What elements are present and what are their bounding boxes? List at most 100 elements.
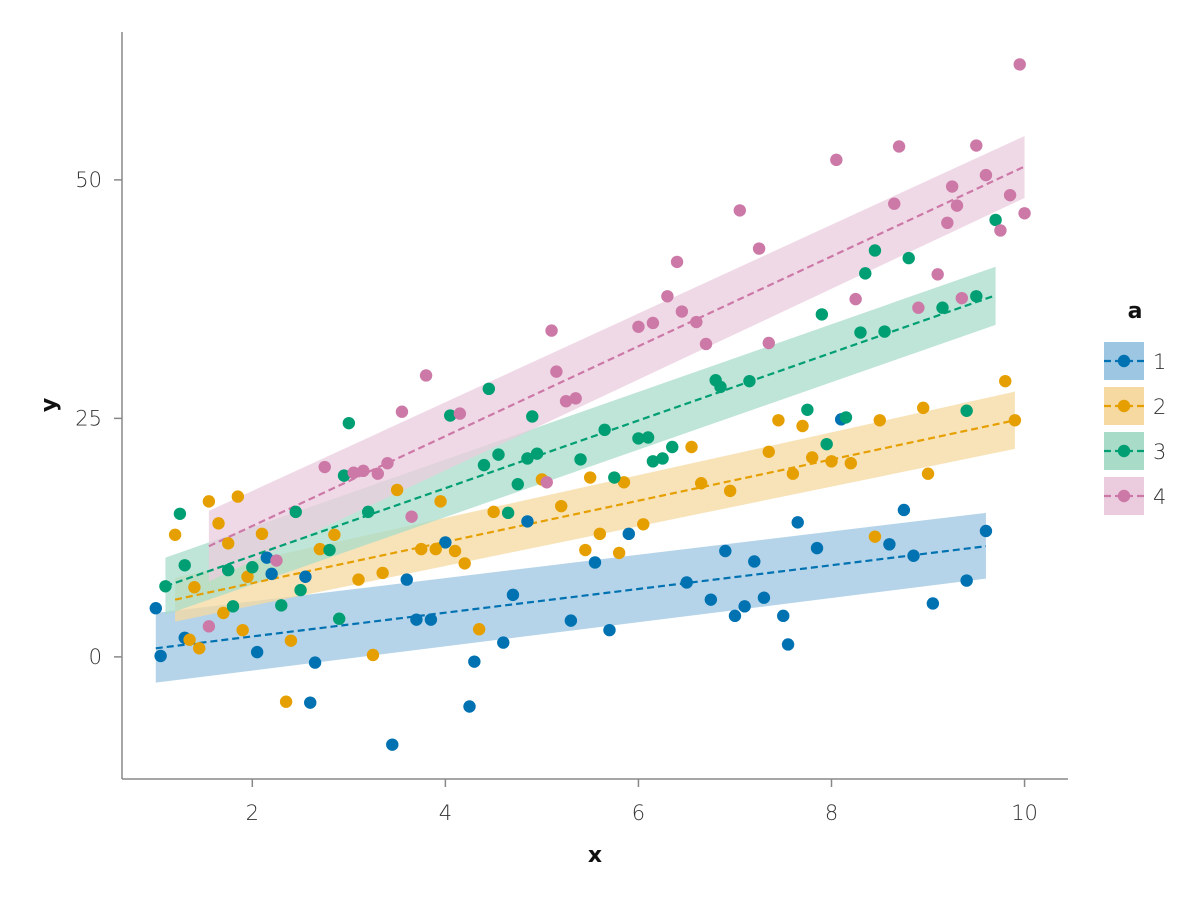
x-tick-label: 10 xyxy=(1011,801,1038,825)
data-point-series-2 xyxy=(366,648,380,662)
data-point-series-4 xyxy=(646,316,660,330)
data-point-series-4 xyxy=(1018,207,1031,220)
data-point-series-4 xyxy=(830,153,843,167)
data-point-series-4 xyxy=(955,291,969,305)
data-point-series-2 xyxy=(284,634,298,647)
data-point-series-1 xyxy=(748,555,761,568)
data-point-series-2 xyxy=(212,517,225,530)
data-point-series-1 xyxy=(728,609,742,623)
data-point-series-2 xyxy=(637,518,650,531)
data-point-series-1 xyxy=(926,597,940,610)
data-point-series-3 xyxy=(342,416,356,430)
data-point-series-2 xyxy=(593,527,607,541)
data-point-series-2 xyxy=(376,566,389,580)
data-point-series-1 xyxy=(400,573,413,586)
legend-title: a xyxy=(1128,299,1143,324)
data-point-series-2 xyxy=(434,495,447,508)
data-point-series-3 xyxy=(878,325,891,338)
data-point-series-2 xyxy=(685,440,698,454)
legend-marker-4 xyxy=(1117,489,1131,503)
data-point-series-4 xyxy=(453,407,467,420)
data-point-series-4 xyxy=(632,320,645,333)
legend-marker-1 xyxy=(1117,354,1131,368)
data-point-series-3 xyxy=(641,431,655,444)
data-point-series-2 xyxy=(236,623,249,637)
data-point-series-3 xyxy=(656,452,669,465)
data-point-series-1 xyxy=(704,593,718,606)
data-point-series-1 xyxy=(304,696,317,709)
data-point-series-1 xyxy=(738,600,751,613)
data-point-series-3 xyxy=(178,559,191,572)
data-point-series-2 xyxy=(786,467,800,480)
fit-line-series-1 xyxy=(155,545,987,650)
data-point-series-4 xyxy=(569,392,582,405)
x-tick-label: 4 xyxy=(439,801,452,825)
data-point-series-4 xyxy=(381,457,394,470)
data-point-series-4 xyxy=(545,324,558,337)
data-point-series-1 xyxy=(603,623,616,637)
data-point-series-2 xyxy=(217,606,230,620)
data-point-series-2 xyxy=(612,546,626,560)
data-point-series-4 xyxy=(419,369,433,382)
data-point-series-3 xyxy=(801,403,814,416)
data-point-series-1 xyxy=(791,516,804,529)
data-point-series-3 xyxy=(859,267,872,280)
data-point-series-2 xyxy=(921,467,935,480)
x-tick-label: 6 xyxy=(632,801,645,825)
data-point-series-2 xyxy=(313,542,327,556)
data-point-series-2 xyxy=(193,642,206,655)
y-axis-ticks: 0 25 50 xyxy=(75,168,122,669)
data-point-series-3 xyxy=(526,410,539,423)
data-point-series-2 xyxy=(694,477,708,490)
data-point-series-1 xyxy=(308,656,322,669)
confidence-band-series-4 xyxy=(208,135,1025,582)
data-point-series-1 xyxy=(897,503,911,517)
data-point-series-3 xyxy=(608,471,621,484)
data-point-series-2 xyxy=(231,490,245,503)
data-point-series-1 xyxy=(424,613,438,626)
data-point-series-2 xyxy=(1008,414,1022,427)
data-point-series-1 xyxy=(680,576,693,589)
data-point-series-2 xyxy=(183,633,196,646)
data-point-series-3 xyxy=(221,563,235,577)
data-point-series-3 xyxy=(574,453,587,466)
data-point-series-3 xyxy=(714,380,727,394)
x-axis-title: x xyxy=(588,843,602,868)
data-point-series-1 xyxy=(521,515,534,528)
x-tick-label: 8 xyxy=(825,801,838,825)
data-point-series-2 xyxy=(202,495,216,508)
data-point-series-3 xyxy=(294,583,307,597)
data-point-series-1 xyxy=(250,645,264,659)
fit-line-series-4 xyxy=(208,165,1026,548)
data-point-series-3 xyxy=(815,308,829,321)
data-point-series-2 xyxy=(762,445,775,458)
data-point-series-2 xyxy=(390,483,404,497)
data-point-series-3 xyxy=(666,440,679,454)
data-point-series-4 xyxy=(752,242,766,255)
data-point-series-3 xyxy=(598,423,611,437)
data-point-series-4 xyxy=(540,476,553,489)
data-point-series-2 xyxy=(868,530,882,543)
data-point-series-2 xyxy=(617,476,631,489)
data-point-series-1 xyxy=(781,638,795,651)
data-point-series-3 xyxy=(332,612,346,625)
data-point-series-4 xyxy=(970,139,983,152)
data-point-series-4 xyxy=(950,199,964,212)
data-point-series-4 xyxy=(270,554,283,567)
data-point-series-4 xyxy=(1003,188,1017,202)
data-point-series-2 xyxy=(999,374,1012,388)
y-tick-label: 0 xyxy=(89,645,102,669)
data-point-series-3 xyxy=(492,448,505,461)
data-point-series-3 xyxy=(530,447,544,460)
data-point-series-3 xyxy=(989,213,1002,227)
data-point-series-4 xyxy=(941,216,954,230)
data-point-series-4 xyxy=(931,268,944,281)
data-point-series-3 xyxy=(868,244,882,257)
data-point-series-1 xyxy=(622,527,635,541)
data-point-series-3 xyxy=(511,478,524,491)
data-point-series-2 xyxy=(873,414,886,427)
data-point-series-1 xyxy=(588,556,602,569)
fit-line-series-2 xyxy=(174,419,1016,601)
x-axis-ticks: 2 4 6 8 10 xyxy=(246,779,1038,825)
data-point-series-3 xyxy=(960,404,973,417)
